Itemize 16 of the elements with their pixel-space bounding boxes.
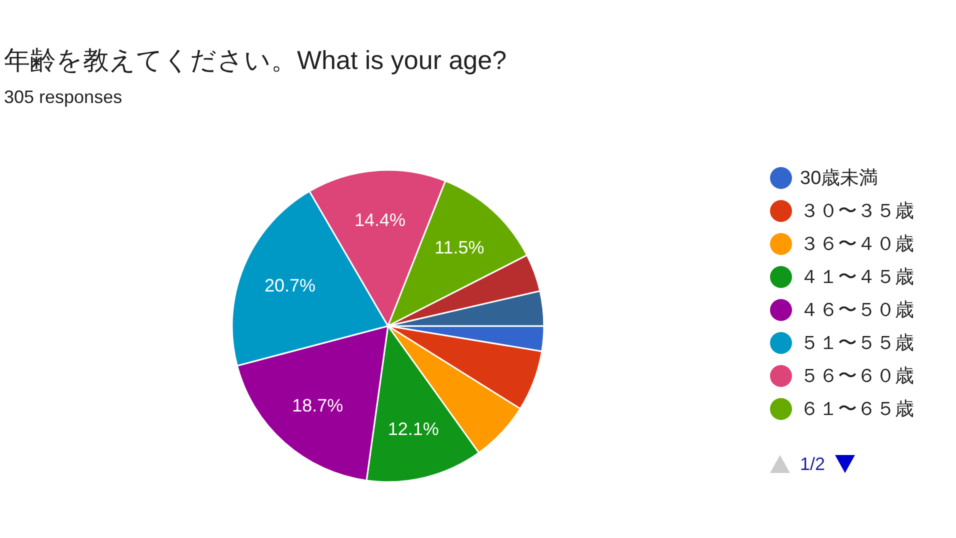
text: 1/2 bbox=[800, 454, 826, 474]
data-label: 18.7% bbox=[292, 395, 344, 416]
legend-label: ６１〜６５歳 bbox=[800, 398, 914, 422]
data-label: 20.7% bbox=[264, 275, 316, 296]
legend-label: 30歳未満 bbox=[800, 166, 878, 190]
legend-label: ３０〜３５歳 bbox=[800, 200, 914, 224]
legend-label: ３６〜４０歳 bbox=[800, 232, 914, 256]
data-label: 11.5% bbox=[434, 238, 484, 258]
legend-label: ４６〜５０歳 bbox=[800, 298, 914, 322]
data-label: 14.4% bbox=[354, 210, 406, 230]
legend-label: ４１〜４５歳 bbox=[800, 266, 914, 290]
text: 305 responses bbox=[4, 86, 122, 108]
data-label: 12.1% bbox=[388, 418, 439, 439]
legend-label: ５６〜６０歳 bbox=[800, 364, 914, 388]
legend-label: ５１〜５５歳 bbox=[800, 332, 914, 356]
chart-title: 年齢を教えてください。What is your age? bbox=[4, 44, 507, 76]
